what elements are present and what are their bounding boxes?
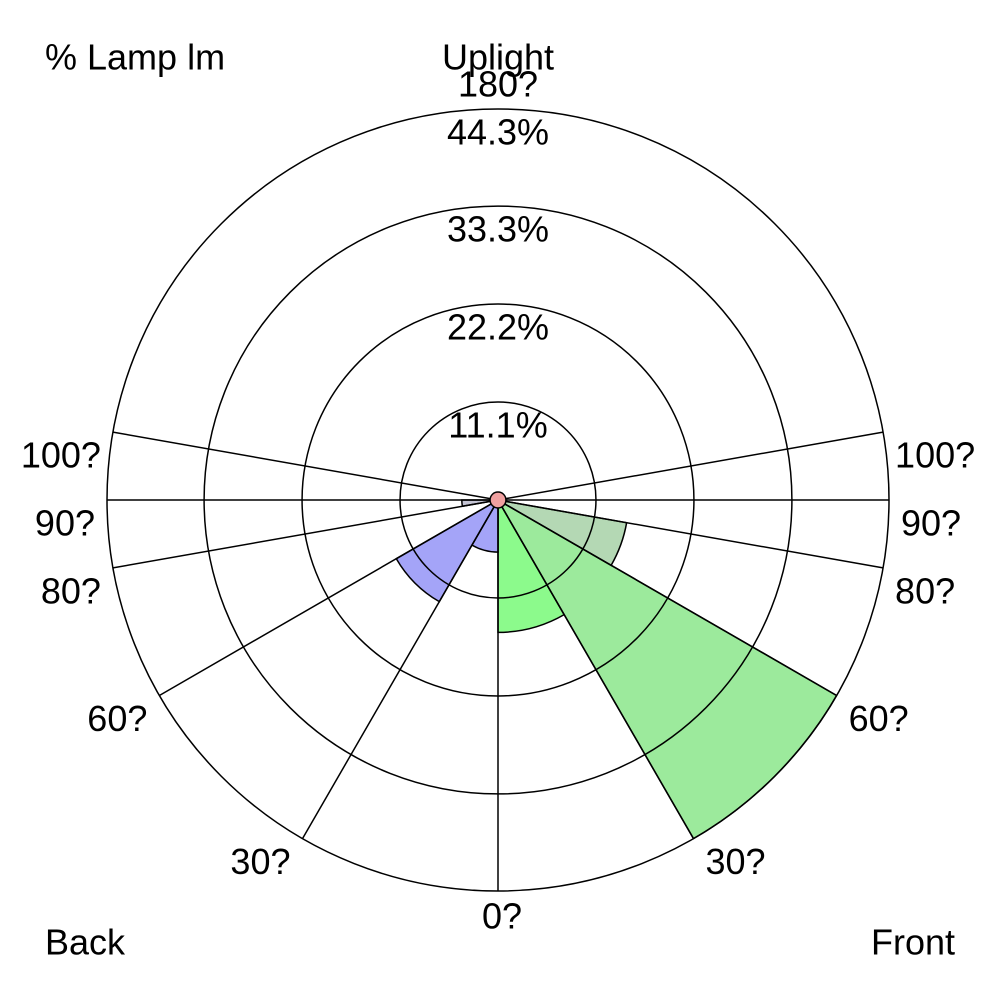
spoke (497, 499, 884, 569)
angle-label: 30? (230, 841, 290, 882)
angle-label: 30? (706, 841, 766, 882)
angle-label: 100? (895, 435, 975, 476)
spoke (497, 431, 884, 501)
spoke (497, 499, 837, 697)
angle-label: 0? (482, 896, 522, 937)
angle-label: 60? (87, 698, 147, 739)
angle-label: 100? (21, 435, 101, 476)
spoke (112, 499, 499, 569)
back-label: Back (45, 922, 126, 963)
ring-label: 33.3% (447, 209, 549, 250)
spoke (159, 499, 499, 697)
angle-label: 90? (35, 503, 95, 544)
corner-label: % Lamp lm (45, 37, 225, 78)
angle-label: 60? (849, 698, 909, 739)
uplight (489, 491, 507, 509)
front-label: Front (871, 922, 955, 963)
spoke (497, 499, 695, 839)
angle-label: 80? (41, 570, 101, 611)
angle-label: 90? (901, 503, 961, 544)
ring-label: 22.2% (447, 307, 549, 348)
spoke (301, 499, 499, 839)
ring-label: 11.1% (448, 405, 547, 446)
spoke (112, 431, 499, 501)
uplight-label: Uplight (442, 37, 554, 78)
angle-label: 80? (895, 570, 955, 611)
ring-label: 44.3% (447, 112, 549, 153)
angle-label: 180? (458, 64, 538, 105)
